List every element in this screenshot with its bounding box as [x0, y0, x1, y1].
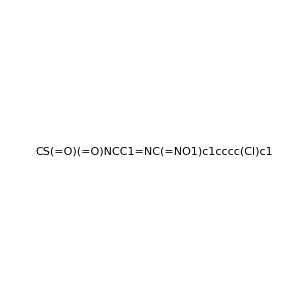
Text: CS(=O)(=O)NCC1=NC(=NO1)c1cccc(Cl)c1: CS(=O)(=O)NCC1=NC(=NO1)c1cccc(Cl)c1: [35, 146, 273, 157]
